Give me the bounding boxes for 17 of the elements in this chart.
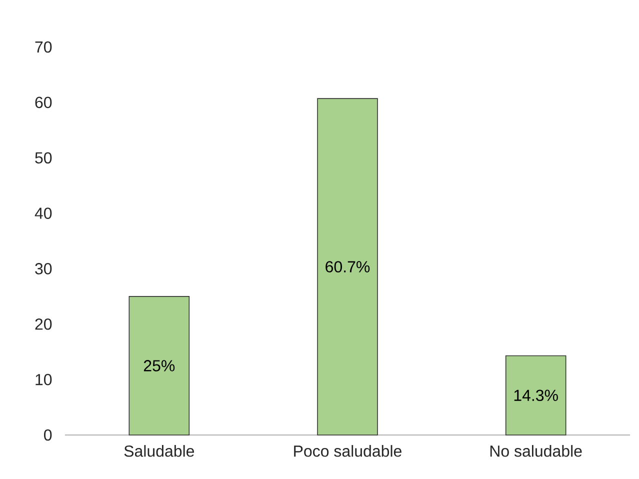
y-tick-label: 20 — [35, 318, 52, 330]
x-tick-label: No saludable — [490, 445, 582, 457]
y-tick-label: 10 — [36, 374, 52, 386]
y-tick-label: 0 — [44, 429, 52, 441]
data-label: 25% — [144, 360, 175, 372]
data-label: 14.3% — [514, 390, 558, 402]
y-tick-label: 40 — [34, 208, 52, 219]
x-tick-label: Saludable — [124, 445, 194, 457]
y-tick-label: 70 — [35, 41, 52, 53]
y-tick-label: 60 — [35, 96, 52, 108]
y-tick-label: 50 — [35, 152, 52, 164]
data-label: 60.7% — [326, 261, 370, 272]
bar — [317, 98, 378, 436]
y-tick-label: 30 — [35, 263, 52, 274]
bar — [505, 355, 566, 436]
bar — [128, 296, 190, 436]
x-tick-label: Poco saludable — [294, 445, 402, 457]
